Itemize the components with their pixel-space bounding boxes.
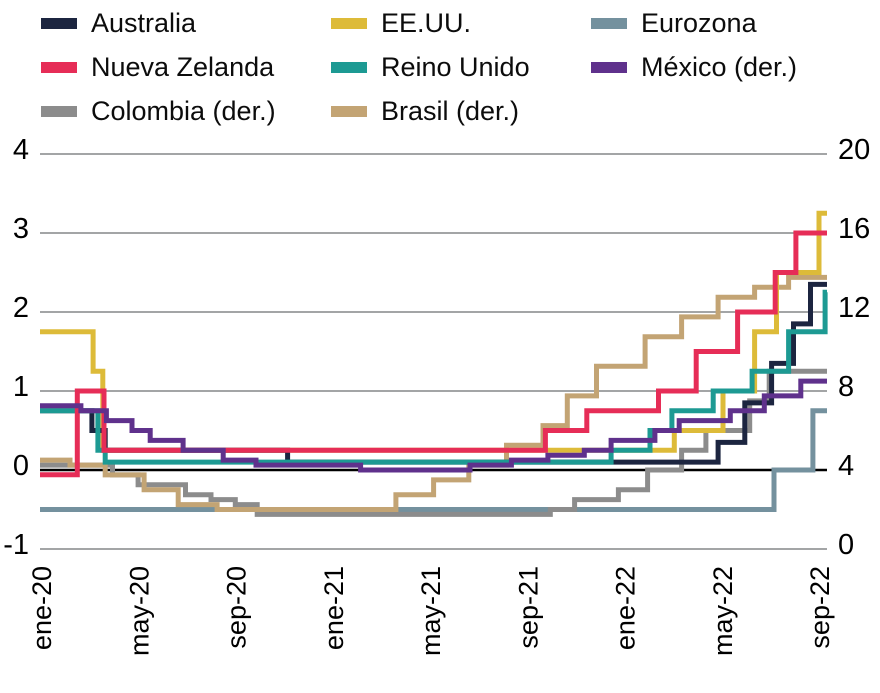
x-axis-label: sep-22 — [805, 566, 835, 649]
legend-item: Colombia (der.) — [41, 95, 331, 128]
y-axis-left-label: 4 — [13, 134, 29, 166]
series-line-australia — [40, 281, 827, 465]
legend-swatch-icon — [41, 62, 77, 73]
y-axis-left-label: 3 — [13, 213, 29, 245]
legend-item-label: Reino Unido — [381, 52, 530, 82]
x-axis-label: ene-20 — [27, 566, 57, 650]
x-axis-label: may-21 — [416, 566, 446, 656]
y-axis-right: 20 16 12 8 4 0 — [838, 134, 870, 561]
x-axis-label: ene-21 — [319, 566, 349, 650]
y-axis-right-label: 16 — [838, 213, 870, 245]
y-axis-right-label: 0 — [838, 529, 854, 561]
legend-swatch-icon — [41, 18, 77, 29]
legend-item: Nueva Zelanda — [41, 51, 331, 84]
legend-swatch-icon — [331, 106, 367, 117]
x-axis-label: ene-22 — [611, 566, 641, 650]
legend-item-label: Nueva Zelanda — [91, 52, 275, 82]
y-axis-left-label: 0 — [13, 450, 29, 482]
series-lines — [40, 210, 828, 517]
legend-item-label: EE.UU. — [381, 8, 472, 38]
legend-item: Brasil (der.) — [331, 95, 591, 128]
series-line-eurozona — [40, 408, 827, 512]
x-axis: ene-20 may-20 sep-20 ene-21 may-21 sep-21 ene-… — [27, 566, 835, 656]
legend-item: EE.UU. — [331, 7, 591, 40]
legend-swatch-icon — [591, 62, 627, 73]
x-axis-label: sep-21 — [513, 566, 543, 649]
legend-item-label: Australia — [91, 8, 197, 38]
y-axis-right-label: 20 — [838, 134, 870, 166]
series-line-mexico — [40, 378, 827, 473]
legend-item-label: Brasil (der.) — [381, 96, 520, 126]
chart-legend: Australia EE.UU. Eurozona Nueva Zelanda Rein… — [41, 7, 797, 128]
legend-item: México (der.) — [591, 51, 797, 84]
legend-item: Eurozona — [591, 7, 797, 40]
series-line-ee-uu — [40, 210, 827, 453]
x-axis-label: may-22 — [708, 566, 738, 656]
x-axis-label: may-20 — [124, 566, 154, 656]
legend-swatch-icon — [41, 106, 77, 117]
y-axis-left-label: -1 — [3, 529, 29, 561]
y-axis-right-label: 8 — [838, 371, 854, 403]
series-line-brasil — [40, 274, 827, 512]
legend-item-label: México (der.) — [641, 52, 798, 82]
y-axis-left-label: 1 — [13, 371, 29, 403]
legend-swatch-icon — [331, 62, 367, 73]
legend-item: Reino Unido — [331, 51, 591, 84]
y-axis-left-label: 2 — [13, 292, 29, 324]
legend-item-label: Colombia (der.) — [91, 96, 276, 126]
legend-swatch-icon — [331, 18, 367, 29]
series-line-nueva-zelanda — [40, 230, 827, 478]
x-axis-label: sep-20 — [222, 566, 252, 649]
y-axis-right-label: 4 — [838, 450, 854, 482]
y-axis-right-label: 12 — [838, 292, 870, 324]
y-axis-left: 4 3 2 1 0 -1 — [3, 134, 29, 561]
legend-item: Australia — [41, 7, 331, 40]
legend-item-label: Eurozona — [641, 8, 757, 38]
legend-swatch-icon — [591, 18, 627, 29]
